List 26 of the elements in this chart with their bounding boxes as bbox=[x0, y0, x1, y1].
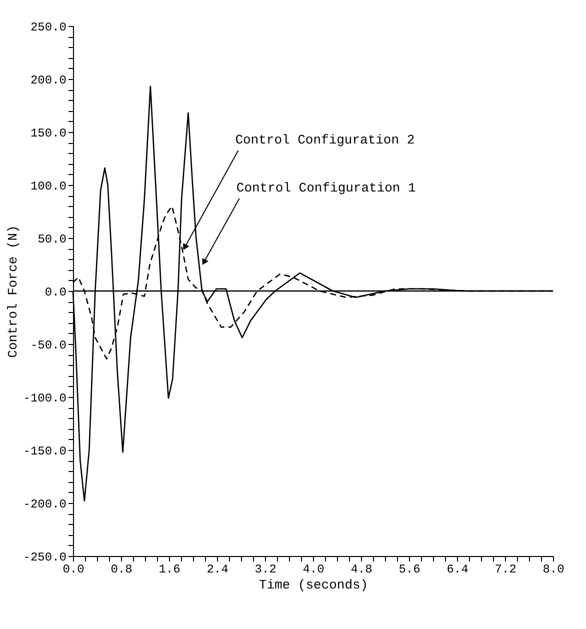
y-tick-label: -50.0 bbox=[30, 338, 66, 352]
x-tick-label: 0.8 bbox=[110, 562, 132, 576]
x-tick-label: 8.0 bbox=[542, 562, 564, 576]
y-tick-label: 150.0 bbox=[30, 126, 66, 140]
annotation: Control Configuration 2 bbox=[235, 132, 415, 148]
x-tick-label: 2.4 bbox=[206, 562, 228, 576]
x-tick-label: 5.6 bbox=[398, 562, 420, 576]
y-tick-label: 0.0 bbox=[44, 286, 66, 300]
x-tick-label: 6.4 bbox=[446, 562, 468, 576]
y-tick-label: -100.0 bbox=[23, 392, 66, 406]
x-tick-label: 3.2 bbox=[254, 562, 276, 576]
x-tick-label: 1.6 bbox=[158, 562, 180, 576]
x-axis-title: Time (seconds) bbox=[258, 578, 368, 592]
annotation: Control Configuration 1 bbox=[236, 180, 416, 196]
y-tick-label: -150.0 bbox=[23, 444, 66, 458]
y-tick-label: -250.0 bbox=[23, 550, 66, 564]
y-tick-label: 200.0 bbox=[30, 74, 66, 88]
y-axis-title: Control Force (N) bbox=[5, 225, 20, 358]
x-tick-label: 4.0 bbox=[302, 562, 324, 576]
x-tick-label: 4.8 bbox=[350, 562, 372, 576]
y-tick-label: -200.0 bbox=[23, 498, 66, 512]
y-tick-label: 250.0 bbox=[30, 20, 66, 34]
x-tick-label: 7.2 bbox=[494, 562, 516, 576]
x-tick-label: 0.0 bbox=[62, 562, 84, 576]
y-tick-label: 50.0 bbox=[38, 232, 66, 246]
y-tick-label: 100.0 bbox=[30, 180, 66, 194]
